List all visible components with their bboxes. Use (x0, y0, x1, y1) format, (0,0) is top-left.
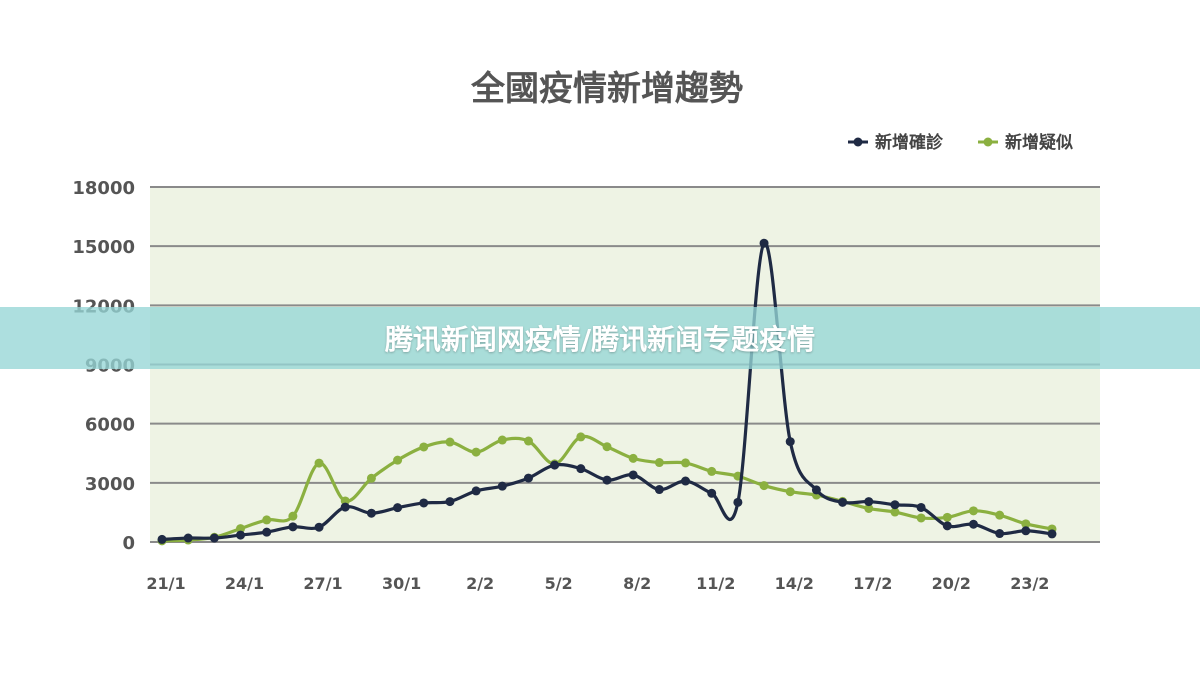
y-tick-label: 6000 (85, 415, 135, 436)
data-point (471, 447, 481, 457)
x-tick-label: 14/2 (775, 574, 814, 593)
data-point (1021, 526, 1031, 536)
data-point (1047, 529, 1057, 539)
y-tick-label: 0 (122, 533, 135, 554)
data-point (890, 500, 900, 510)
x-tick-label: 20/2 (932, 574, 971, 593)
data-point (236, 530, 246, 540)
series-layer (157, 238, 1057, 546)
data-point (366, 473, 376, 483)
banner-text: 腾讯新闻网疫情/腾讯新闻专题疫情 (384, 323, 816, 356)
data-point (968, 506, 978, 516)
legend-marker-confirmed-dot (853, 137, 863, 147)
data-point (759, 481, 769, 491)
legend: 新增確診 新增疑似 (848, 132, 1073, 153)
data-point (445, 497, 455, 507)
data-point (942, 512, 952, 522)
data-point (681, 458, 691, 468)
data-point (602, 442, 612, 452)
data-point (759, 238, 769, 248)
data-point (995, 529, 1005, 539)
data-point (523, 436, 533, 446)
data-point (262, 515, 272, 525)
x-tick-label: 23/2 (1010, 574, 1049, 593)
data-point (811, 485, 821, 495)
data-point (288, 522, 298, 532)
data-point (838, 497, 848, 507)
data-point (576, 464, 586, 474)
x-tick-label: 5/2 (545, 574, 573, 593)
data-point (995, 510, 1005, 520)
data-point (262, 527, 272, 537)
y-tick-label: 15000 (72, 237, 135, 258)
data-point (445, 437, 455, 447)
data-point (628, 453, 638, 463)
data-point (628, 470, 638, 480)
data-point (864, 503, 874, 513)
x-tick-label: 30/1 (382, 574, 421, 593)
data-point (288, 511, 298, 521)
data-point (419, 498, 429, 508)
data-point (1021, 519, 1031, 529)
data-point (366, 508, 376, 518)
data-point (314, 458, 324, 468)
data-point (681, 476, 691, 486)
data-point (654, 485, 664, 495)
data-point (602, 475, 612, 485)
data-point (393, 455, 403, 465)
data-point (497, 481, 507, 491)
data-point (523, 473, 533, 483)
data-point (968, 519, 978, 529)
data-point (707, 466, 717, 476)
data-point (942, 521, 952, 531)
watermark-banner: 腾讯新闻网疫情/腾讯新闻专题疫情 (0, 307, 1200, 369)
data-point (393, 503, 403, 513)
x-tick-label: 17/2 (853, 574, 892, 593)
x-tick-label: 8/2 (623, 574, 651, 593)
data-point (340, 502, 350, 512)
data-point (471, 486, 481, 496)
data-point (864, 497, 874, 507)
data-point (890, 507, 900, 517)
data-point (236, 524, 246, 534)
data-point (785, 487, 795, 497)
data-point (550, 460, 560, 470)
data-point (314, 522, 324, 532)
data-point (654, 458, 664, 468)
x-tick-label: 24/1 (225, 574, 264, 593)
x-tick-label: 27/1 (303, 574, 342, 593)
legend-label-suspected: 新增疑似 (1005, 132, 1073, 153)
data-point (785, 437, 795, 447)
x-tick-label: 2/2 (466, 574, 494, 593)
data-point (707, 488, 717, 498)
y-tick-label: 18000 (72, 178, 135, 199)
data-point (733, 497, 743, 507)
data-point (916, 502, 926, 512)
series-suspected (157, 432, 1057, 546)
series-confirmed (157, 238, 1057, 544)
data-point (209, 533, 219, 543)
y-tick-label: 3000 (85, 474, 135, 495)
x-tick-label: 11/2 (696, 574, 735, 593)
chart-title: 全國疫情新增趨勢 (470, 69, 743, 109)
x-tick-label: 21/1 (146, 574, 185, 593)
data-point (419, 442, 429, 452)
data-point (183, 533, 193, 543)
legend-marker-suspected-dot (983, 137, 993, 147)
data-point (497, 435, 507, 445)
legend-label-confirmed: 新增確診 (875, 132, 944, 153)
x-axis-ticks: 21/1 24/1 27/1 30/1 2/2 5/2 8/2 11/2 14/2 17/2 20/… (146, 574, 1049, 593)
data-point (576, 432, 586, 442)
data-point (157, 534, 167, 544)
data-point (916, 513, 926, 523)
